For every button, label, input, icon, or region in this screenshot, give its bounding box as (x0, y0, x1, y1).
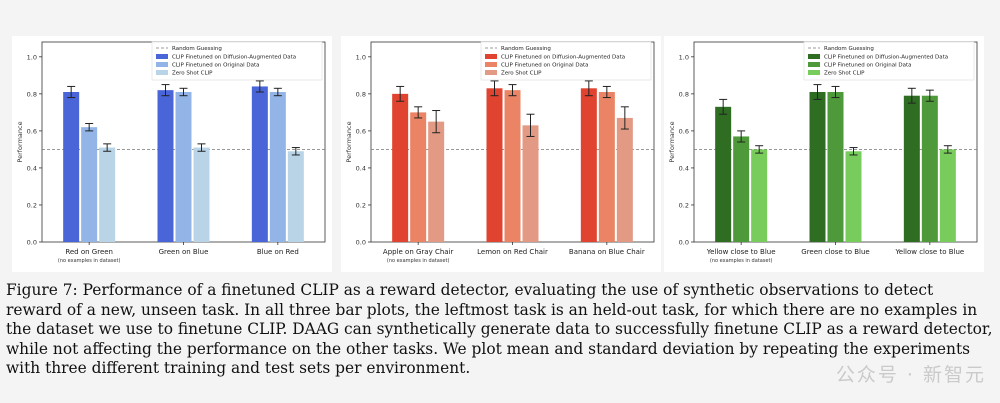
bar (157, 90, 174, 242)
legend-label: CLIP Finetuned on Original Data (172, 63, 260, 69)
legend-label: CLIP Finetuned on Original Data (501, 63, 589, 69)
y-tick-label: 0.4 (356, 164, 366, 172)
legend-label: CLIP Finetuned on Diffusion-Augmented Da… (824, 55, 948, 61)
bar (251, 86, 268, 242)
watermark: 公众号 · 新智元 (835, 364, 986, 386)
x-tick-label: Blue on Red (257, 248, 299, 256)
y-tick-label: 0.0 (356, 239, 366, 247)
y-tick-label: 1.0 (356, 53, 366, 61)
y-tick-label: 1.0 (679, 53, 689, 61)
legend-label: Random Guessing (501, 46, 551, 52)
figure-caption: Figure 7: Performance of a finetuned CLI… (6, 281, 993, 378)
bar (827, 92, 844, 242)
bar (903, 95, 920, 242)
legend-swatch (808, 70, 820, 75)
y-tick-label: 0.2 (356, 201, 366, 209)
x-tick-label: Apple on Gray Chair (383, 248, 454, 256)
bar-chart-blue: 0.0 0.2 0.4 0.6 0.8 1.0 Performance Red on Gree… (16, 41, 326, 264)
bar (269, 92, 286, 242)
bar (392, 93, 409, 242)
x-tick-label: Lemon on Red Chair (477, 248, 548, 256)
legend-swatch (808, 62, 820, 67)
chart-panel-green: 0.0 0.2 0.4 0.6 0.8 1.0 Performance Yellow clos… (664, 36, 984, 272)
x-tick-label: Green close to Blue (801, 248, 869, 256)
legend-label: CLIP Finetuned on Original Data (824, 63, 912, 69)
bar (733, 136, 750, 242)
bar (616, 117, 633, 242)
y-tick-label: 0.4 (679, 164, 689, 172)
y-tick-label: 0.0 (679, 239, 689, 247)
bar (845, 151, 862, 242)
legend-swatch (156, 62, 168, 67)
x-tick-label: Green on Blue (159, 248, 209, 256)
legend-box (151, 41, 323, 81)
legend-swatch (156, 70, 168, 75)
legend-label: CLIP Finetuned on Diffusion-Augmented Da… (172, 55, 296, 61)
x-tick-label: Red on Green (65, 248, 113, 256)
legend-swatch (485, 54, 497, 59)
bar (193, 147, 210, 242)
y-tick-label: 0.6 (679, 127, 689, 135)
legend-label: Random Guessing (172, 46, 222, 52)
legend-swatch (485, 70, 497, 75)
y-tick-label: 0.2 (679, 201, 689, 209)
y-axis-label: Performance (345, 121, 353, 162)
legend-label: Zero Shot CLIP (172, 71, 213, 77)
legend-box (803, 41, 975, 81)
y-tick-label: 0.4 (27, 164, 37, 172)
bar-chart-green: 0.0 0.2 0.4 0.6 0.8 1.0 Performance Yellow clos… (668, 41, 978, 264)
y-axis-label: Performance (668, 121, 676, 162)
chart-panel-red: 0.0 0.2 0.4 0.6 0.8 1.0 Performance Apple on Gr… (341, 36, 661, 272)
y-axis-label: Performance (16, 121, 24, 162)
x-tick-label: Banana on Blue Chair (569, 248, 645, 256)
bar (715, 106, 732, 242)
bar (598, 92, 615, 242)
y-tick-label: 0.8 (356, 90, 366, 98)
y-tick-label: 0.8 (679, 90, 689, 98)
bar (63, 92, 80, 242)
y-tick-label: 0.0 (27, 239, 37, 247)
bar (580, 88, 597, 242)
held-out-note: (no examples in dataset) (387, 258, 450, 264)
legend-swatch (808, 54, 820, 59)
bar (486, 88, 503, 242)
y-tick-label: 1.0 (27, 53, 37, 61)
bar (751, 149, 768, 242)
bar (287, 151, 304, 242)
legend-box (480, 41, 652, 81)
bar (939, 149, 956, 242)
bar (504, 90, 521, 242)
y-tick-label: 0.6 (356, 127, 366, 135)
held-out-note: (no examples in dataset) (58, 258, 121, 264)
bar-chart-red: 0.0 0.2 0.4 0.6 0.8 1.0 Performance Apple on Gr… (345, 41, 655, 264)
y-tick-label: 0.2 (27, 201, 37, 209)
bar (921, 95, 938, 242)
chart-panel-blue: 0.0 0.2 0.4 0.6 0.8 1.0 Performance Red on Gree… (12, 36, 332, 272)
legend-label: CLIP Finetuned on Diffusion-Augmented Da… (501, 55, 625, 61)
held-out-note: (no examples in dataset) (710, 258, 773, 264)
x-tick-label: Yellow close to Blue (894, 248, 964, 256)
y-tick-label: 0.8 (27, 90, 37, 98)
x-tick-label: Yellow close to Blue (706, 248, 776, 256)
bar (410, 112, 427, 243)
y-tick-label: 0.6 (27, 127, 37, 135)
bar (99, 147, 116, 242)
bar (428, 121, 445, 242)
legend-label: Random Guessing (824, 46, 874, 52)
legend-swatch (156, 54, 168, 59)
legend-label: Zero Shot CLIP (501, 71, 542, 77)
legend-swatch (485, 62, 497, 67)
bar (175, 92, 192, 242)
bar (522, 125, 539, 242)
bar (809, 92, 826, 242)
legend-label: Zero Shot CLIP (824, 71, 865, 77)
bar (81, 127, 98, 242)
